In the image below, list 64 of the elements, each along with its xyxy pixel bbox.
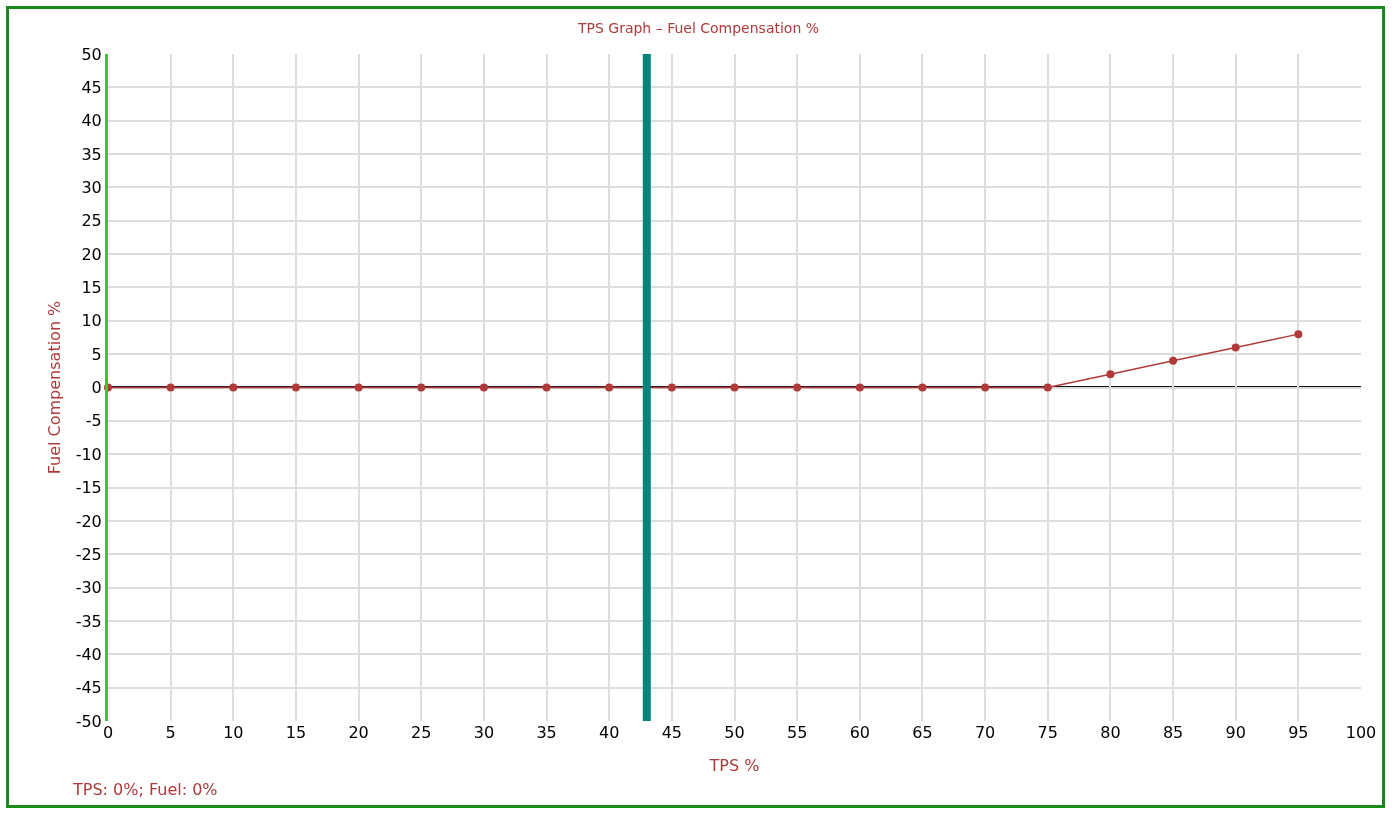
point: [1169, 356, 1178, 365]
y-tick-label: -35: [75, 611, 102, 631]
point: [667, 383, 676, 392]
y-tick-label: 10: [81, 311, 102, 331]
point: [354, 383, 363, 392]
x-tick-label: 90: [1225, 723, 1246, 742]
point: [417, 383, 426, 392]
y-tick-label: 50: [81, 44, 102, 64]
x-tick-label: 75: [1037, 723, 1058, 742]
x-tick-label: 15: [285, 723, 307, 742]
y-tick-label: 0: [91, 378, 102, 398]
point: [981, 383, 990, 392]
point: [166, 383, 175, 392]
y-tick-label: -25: [75, 544, 102, 564]
x-tick-label: 55: [786, 723, 808, 742]
point: [1106, 370, 1115, 379]
point: [229, 383, 238, 392]
y-tick-label: -50: [75, 711, 102, 731]
x-tick-label: 10: [223, 723, 244, 742]
point: [291, 383, 300, 392]
point: [730, 383, 739, 392]
point: [1043, 383, 1052, 392]
x-tick-label: 65: [912, 723, 933, 742]
y-tick-label: -30: [75, 578, 102, 598]
point: [605, 383, 614, 392]
x-tick-label: 85: [1162, 723, 1184, 742]
y-tick-label: -15: [75, 478, 102, 498]
x-tick-label: 25: [411, 723, 432, 742]
point: [855, 383, 864, 392]
y-tick-label: -5: [85, 411, 102, 431]
x-tick-label: 50: [724, 723, 745, 742]
y-tick-label: -40: [75, 644, 102, 664]
x-tick-label: 45: [661, 723, 683, 742]
x-tick-label: 40: [599, 723, 620, 742]
point: [918, 383, 927, 392]
x-tick-label: 35: [536, 723, 557, 742]
point: [1294, 330, 1303, 339]
point: [479, 383, 488, 392]
x-tick-label: 95: [1288, 723, 1309, 742]
y-tick-label: 25: [81, 211, 102, 231]
y-axis-title: Fuel Compensation %: [44, 300, 64, 475]
y-tick-label: -10: [75, 444, 102, 464]
point: [1231, 343, 1240, 352]
chart-title: TPS Graph – Fuel Compensation %: [576, 19, 820, 36]
y-tick-label: 30: [81, 178, 102, 197]
x-axis-title: TPS %: [708, 755, 760, 775]
point: [542, 383, 551, 392]
y-tick-label: 5: [91, 344, 102, 364]
x-tick-label: 5: [165, 723, 176, 742]
y-tick-label: 15: [81, 278, 102, 298]
x-tick-label: 80: [1100, 723, 1121, 742]
x-tick-label: 30: [473, 723, 495, 742]
x-tick-label: 70: [974, 723, 996, 742]
y-tick-label: 20: [81, 244, 102, 264]
x-tick-label: 100: [1345, 723, 1377, 742]
point: [793, 383, 802, 392]
y-tick-label: 40: [81, 111, 102, 131]
x-tick-label: 60: [849, 723, 870, 742]
y-tick-label: -45: [75, 678, 102, 698]
x-tick-label: 20: [348, 723, 369, 742]
text: TPS: 0%; Fuel: 0%: [72, 780, 218, 799]
y-tick-label: 45: [81, 77, 102, 97]
y-tick-label: 35: [81, 144, 102, 164]
y-tick-label: -20: [75, 511, 102, 531]
